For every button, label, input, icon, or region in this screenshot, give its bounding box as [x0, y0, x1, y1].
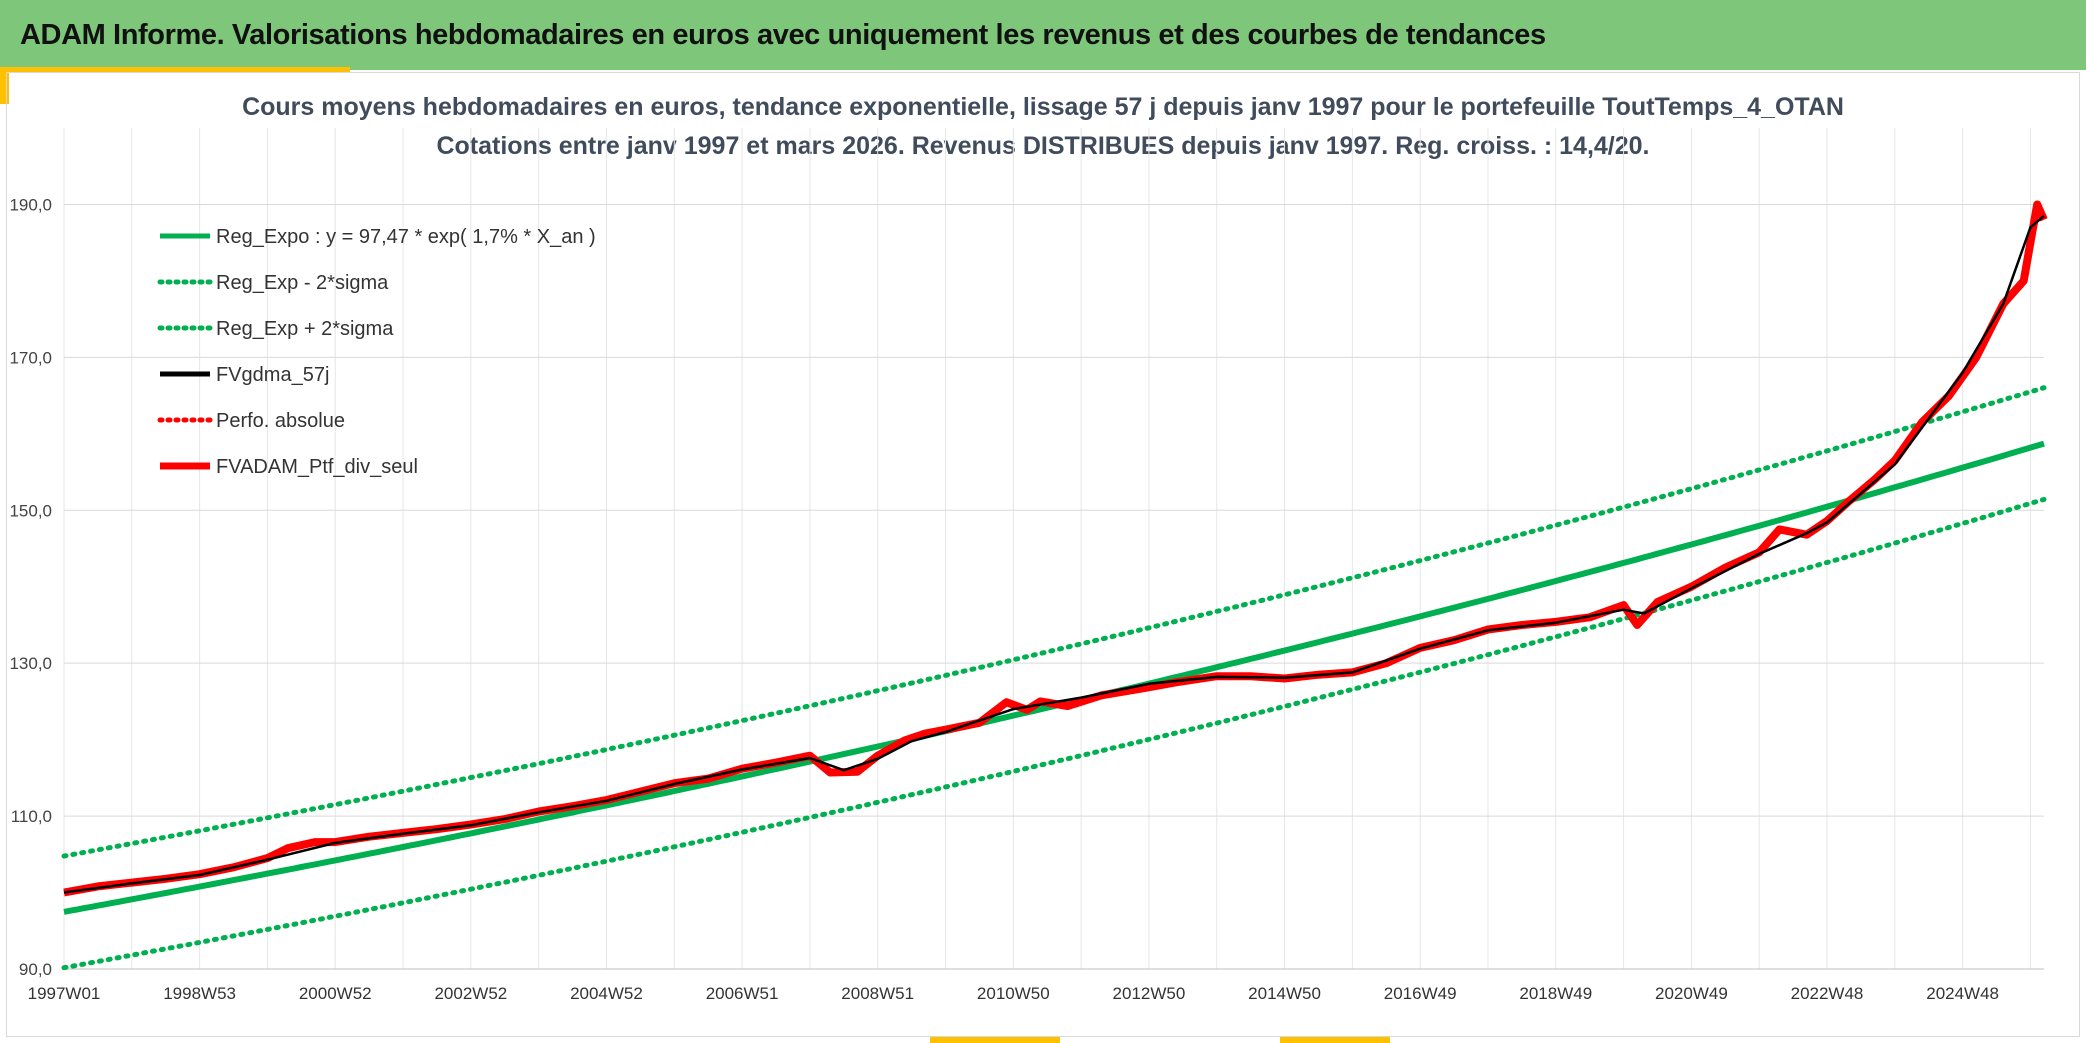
- accent-bar-bottom: [1280, 1037, 1390, 1043]
- legend-label: Perfo. absolue: [216, 410, 345, 432]
- reg-exp-plus-2sigma-line: [61, 385, 2047, 859]
- x-tick-label: 2004W52: [570, 984, 643, 1003]
- x-tick-label: 2020W49: [1655, 984, 1728, 1003]
- x-tick-label: 2014W50: [1248, 984, 1321, 1003]
- legend-label: Reg_Exp + 2*sigma: [216, 318, 394, 340]
- legend-label: FVADAM_Ptf_div_seul: [216, 456, 418, 478]
- x-tick-label: 2024W48: [1926, 984, 1999, 1003]
- y-tick-label: 90,0: [19, 960, 52, 979]
- accent-bar-left: [0, 70, 9, 104]
- legend-label: Reg_Expo : y = 97,47 * exp( 1,7% * X_an …: [216, 226, 596, 248]
- x-tick-label: 1998W53: [163, 984, 236, 1003]
- x-tick-label: 2006W51: [706, 984, 779, 1003]
- y-tick-label: 190,0: [9, 195, 52, 214]
- y-tick-label: 110,0: [11, 807, 52, 826]
- x-tick-label: 2016W49: [1384, 984, 1457, 1003]
- chart-frame: [6, 72, 2080, 1037]
- accent-bar-bottom: [930, 1037, 1060, 1043]
- header-title: ADAM Informe. Valorisations hebdomadaire…: [20, 19, 1546, 51]
- x-tick-label: 2002W52: [434, 984, 507, 1003]
- chart-title: Cours moyens hebdomadaires en euros, ten…: [242, 93, 1844, 121]
- x-tick-label: 2022W48: [1791, 984, 1864, 1003]
- legend-label: Reg_Exp - 2*sigma: [216, 272, 389, 294]
- reg-exp-minus-2sigma-line: [61, 496, 2047, 971]
- chart-subtitle: Cotations entre janv 1997 et mars 2026. …: [436, 132, 1650, 160]
- app-header: ADAM Informe. Valorisations hebdomadaire…: [0, 0, 2086, 70]
- x-tick-label: 1997W01: [28, 984, 101, 1003]
- portfolio-series-line: [63, 200, 2048, 897]
- accent-bar-top: [0, 67, 350, 72]
- x-tick-label: 2018W49: [1519, 984, 1592, 1003]
- x-tick-label: 2008W51: [841, 984, 914, 1003]
- legend-label: FVgdma_57j: [216, 364, 329, 386]
- x-tick-label: 2010W50: [977, 984, 1050, 1003]
- y-tick-label: 170,0: [9, 348, 52, 367]
- x-tick-label: 2012W50: [1113, 984, 1186, 1003]
- y-tick-label: 130,0: [9, 654, 52, 673]
- y-tick-label: 150,0: [9, 501, 52, 520]
- x-tick-label: 2000W52: [299, 984, 372, 1003]
- smoothed-series-line: [63, 214, 2045, 894]
